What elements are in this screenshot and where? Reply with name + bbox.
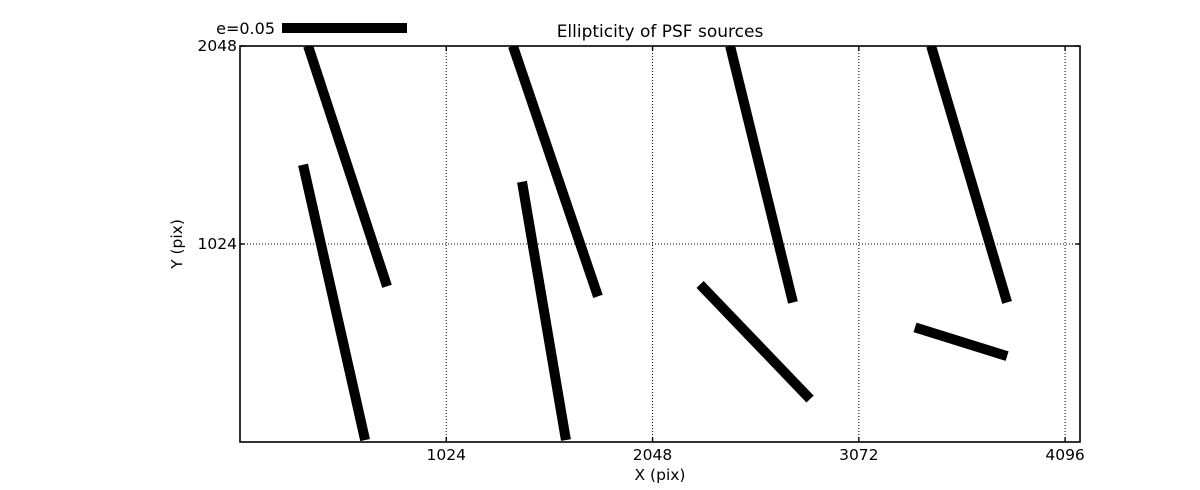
axes-spines bbox=[239, 45, 1081, 443]
x-tick-label: 4096 bbox=[1045, 446, 1085, 464]
psf-ellipticity-stick bbox=[517, 180, 571, 441]
x-tick-label: 2048 bbox=[632, 446, 673, 464]
y-tick-label: 2048 bbox=[197, 37, 237, 55]
x-tick-label: 1024 bbox=[426, 446, 466, 464]
psf-ellipticity-stick bbox=[298, 163, 370, 442]
plot-title: Ellipticity of PSF sources bbox=[556, 22, 764, 42]
x-tick-label: 3072 bbox=[839, 446, 879, 464]
psf-ellipticity-stick bbox=[725, 46, 798, 304]
x-axis-label: X (pix) bbox=[634, 466, 686, 484]
y-tick-label: 1024 bbox=[197, 235, 237, 253]
psf-ellipticity-stick bbox=[303, 46, 392, 288]
legend-scale-bar bbox=[282, 23, 407, 33]
psf-ellipticity-stick bbox=[696, 280, 814, 403]
legend-label: e=0.05 bbox=[216, 19, 275, 38]
psf-ellipticity-stick bbox=[508, 46, 603, 299]
psf-ellipticity-stick bbox=[926, 46, 1012, 304]
psf-ellipticity-stick bbox=[913, 322, 1009, 361]
